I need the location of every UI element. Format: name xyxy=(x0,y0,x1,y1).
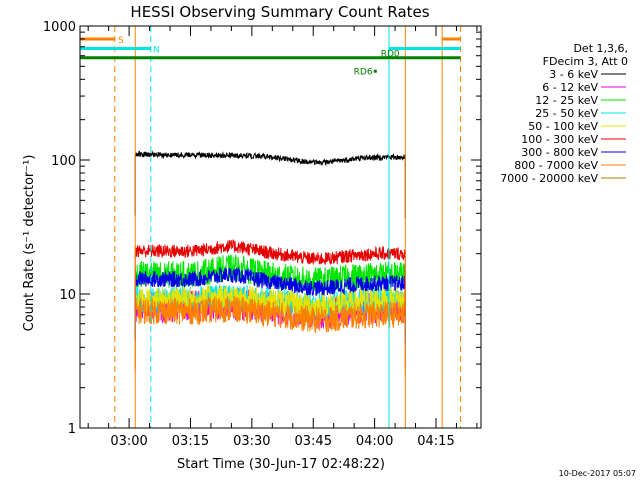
plot-frame xyxy=(79,25,482,429)
flag-label-rd0: RD0 xyxy=(381,50,400,60)
legend-entry-label: 12 - 25 keV xyxy=(535,94,598,107)
marker-group: S N RD0 RD6 xyxy=(79,26,462,428)
y-tick-label: 1000 xyxy=(43,20,76,35)
series-line-0 xyxy=(134,150,406,219)
plot-background xyxy=(80,26,481,428)
x-tick-label: 04:00 xyxy=(356,434,393,449)
footer-date: 10-Dec-2017 05:07 xyxy=(559,469,636,478)
series-line-6 xyxy=(134,267,406,345)
series-line-5 xyxy=(134,239,406,315)
legend-header: FDecim 3, Att 0 xyxy=(543,55,628,68)
x-tick-label: 03:00 xyxy=(110,434,147,449)
y-tick-label: 10 xyxy=(59,288,76,303)
y-axis-label: Count Rate (s⁻¹ detector⁻¹) xyxy=(22,155,37,332)
y-tick-label: 1 xyxy=(68,422,76,437)
chart-title: HESSI Observing Summary Count Rates xyxy=(130,3,429,21)
y-tick-label: 100 xyxy=(51,154,76,169)
flag-label-rd6: RD6 xyxy=(354,68,373,78)
x-tick-label: 03:30 xyxy=(233,434,270,449)
legend-entry-label: 25 - 50 keV xyxy=(535,107,598,120)
legend-entry-label: 7000 - 20000 keV xyxy=(500,172,598,185)
legend-entry-label: 50 - 100 keV xyxy=(528,120,598,133)
series-line-7 xyxy=(134,295,406,376)
x-tick-label: 04:15 xyxy=(417,434,454,449)
x-tick-label: 03:15 xyxy=(172,434,209,449)
legend-entry-label: 100 - 300 keV xyxy=(521,133,598,146)
rd6-marker xyxy=(373,69,377,73)
x-tick-label: 03:45 xyxy=(295,434,332,449)
legend-entry-label: 300 - 800 keV xyxy=(521,146,598,159)
legend-entry-label: 3 - 6 keV xyxy=(549,68,598,81)
series-group xyxy=(134,150,406,376)
x-axis-label: Start Time (30-Jun-17 02:48:22) xyxy=(177,457,385,472)
legend-header: Det 1,3,6, xyxy=(573,42,628,55)
flag-label-s: S xyxy=(118,36,124,46)
flag-label-n: N xyxy=(153,45,160,55)
axes-group: 1 10 100 1000 03:00 03:15 03:30 03:45 04:00 04:15 xyxy=(43,20,482,449)
series-line-2 xyxy=(134,253,406,336)
plot-area xyxy=(80,26,481,428)
legend-entry-label: 6 - 12 keV xyxy=(542,81,598,94)
legend-entry-label: 800 - 7000 keV xyxy=(514,159,598,172)
